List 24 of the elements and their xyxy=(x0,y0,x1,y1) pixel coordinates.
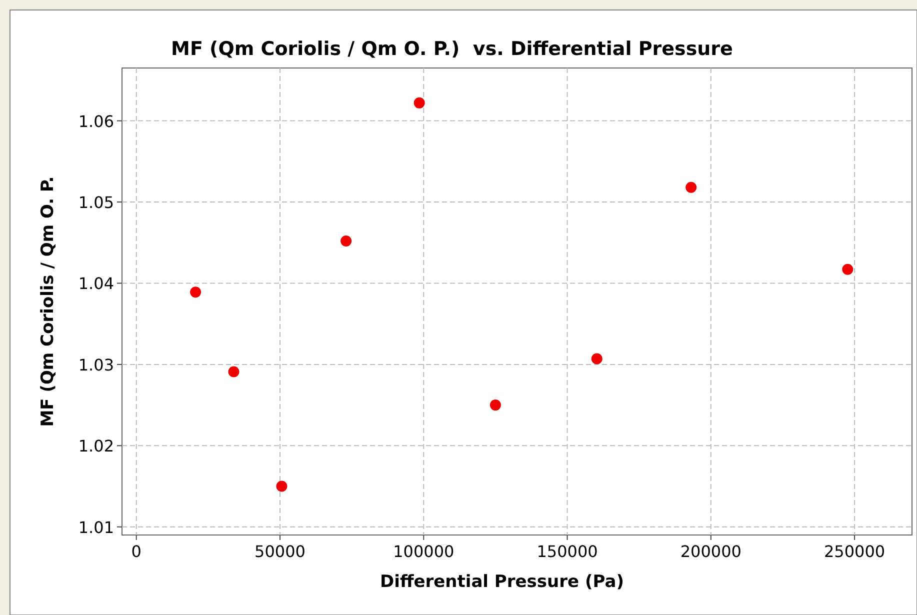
x-axis-title: Differential Pressure (Pa) xyxy=(380,572,624,592)
point xyxy=(340,235,352,246)
point xyxy=(686,182,697,193)
x-tick-label: 0 xyxy=(131,542,142,561)
point xyxy=(228,366,240,378)
x-tick-label: 100000 xyxy=(393,542,454,561)
y-tick-label: 1.04 xyxy=(78,274,114,294)
y-tick-label: 1.02 xyxy=(78,436,114,456)
y-tick-label: 1.06 xyxy=(78,112,114,131)
x-tick-label: 50000 xyxy=(254,542,306,561)
y-tick-label: 1.03 xyxy=(78,355,114,374)
point xyxy=(414,97,425,108)
y-axis-title: MF (Qm Coriolis / Qm O. P. xyxy=(38,176,58,427)
y-tick-label: 1.01 xyxy=(78,518,114,537)
point xyxy=(490,400,501,411)
x-tick-label: 200000 xyxy=(680,542,742,561)
x-tick-label: 150000 xyxy=(536,542,598,561)
point xyxy=(842,264,854,275)
chart-title: MF (Qm Coriolis / Qm O. P.) vs. Differential Pressure xyxy=(171,38,733,60)
x-tick-label: 250000 xyxy=(824,542,886,561)
point xyxy=(190,286,202,298)
y-tick-label: 1.05 xyxy=(78,193,114,212)
point xyxy=(276,480,288,492)
point xyxy=(591,353,602,364)
